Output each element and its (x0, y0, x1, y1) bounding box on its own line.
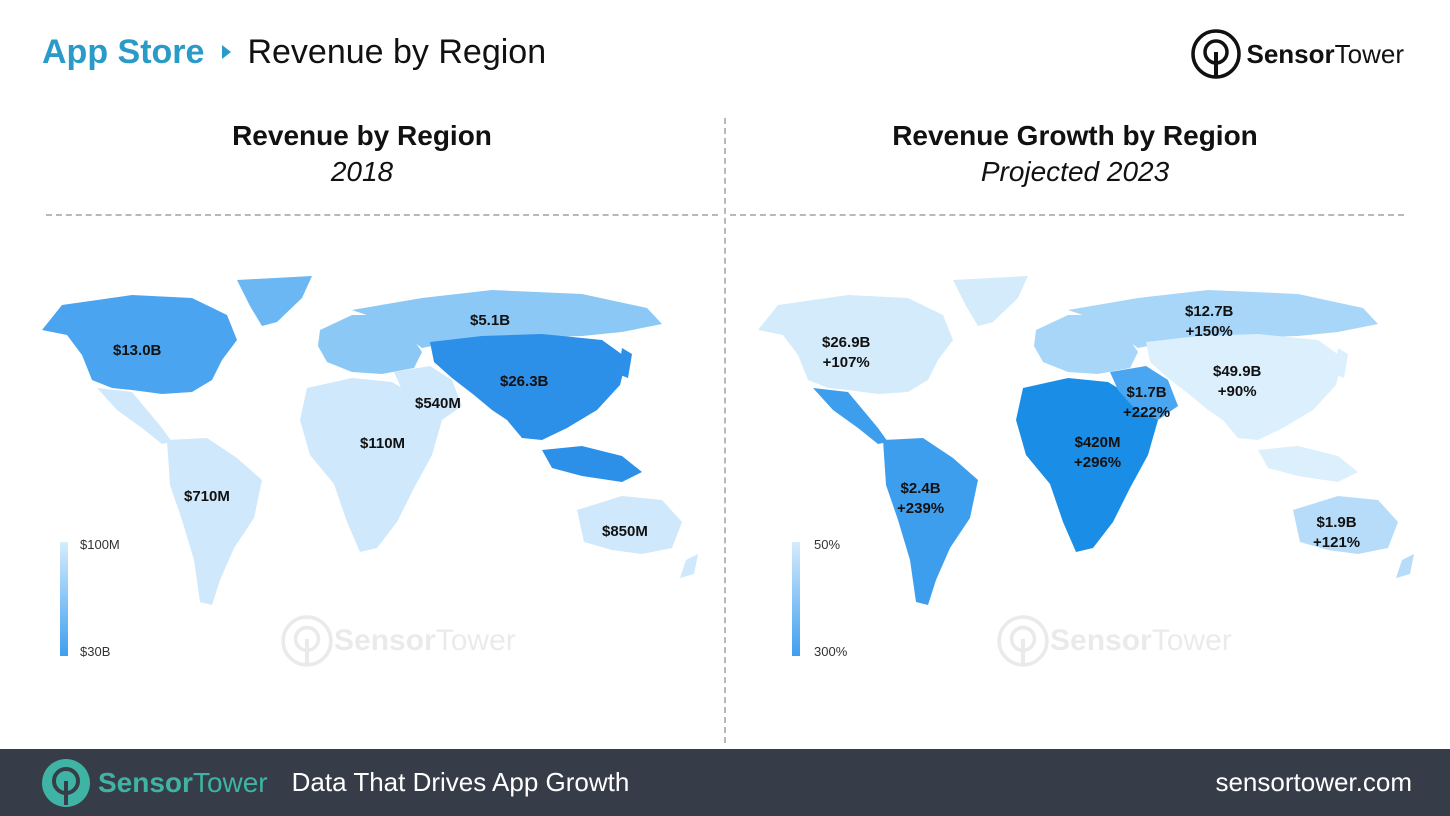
legend-max-left: $30B (80, 644, 111, 659)
breadcrumb: App Store Revenue by Region (42, 30, 546, 74)
breadcrumb-root[interactable]: App Store (42, 32, 205, 71)
sensortower-watermark-icon (281, 615, 333, 667)
growth: +121% (1313, 534, 1361, 551)
brand-name-regular: Tower (1334, 38, 1404, 69)
brand-name-bold: Sensor (1246, 38, 1335, 69)
value: $49.9B (1213, 363, 1262, 380)
watermark-left: SensorTower (280, 614, 516, 668)
value: $420M (1074, 434, 1121, 451)
growth: +296% (1074, 454, 1122, 471)
footer-tagline: Data That Drives App Growth (291, 767, 630, 797)
map-label-oceania-growth: $1.9B +121% (1313, 513, 1360, 553)
region-oceania (1293, 496, 1398, 554)
map-label-north-america-growth: $26.9B +107% (822, 333, 870, 373)
watermark-regular: Tower (435, 624, 516, 657)
map-label-asia-pacific-growth: $49.9B +90% (1213, 362, 1261, 402)
region-greenland (237, 276, 312, 326)
region-central-america (813, 388, 888, 444)
right-panel-subtitle: Projected 2023 (980, 156, 1170, 187)
growth: +222% (1123, 404, 1171, 421)
footer-brand-bold: Sensor (98, 766, 193, 798)
watermark-bold: Sensor (1050, 624, 1152, 657)
growth: +90% (1217, 383, 1257, 400)
value: $26.9B (822, 334, 871, 351)
map-label-africa: $110M (360, 435, 406, 452)
region-central-america (97, 388, 172, 444)
region-south-america (167, 438, 262, 605)
legend-min-left: $100M (80, 537, 120, 552)
brand-logo: Sensor Tower (1190, 28, 1404, 80)
watermark-text: SensorTower (1050, 624, 1232, 658)
left-panel-subtitle: 2018 (330, 156, 394, 187)
region-asia-pacific (1146, 334, 1343, 440)
region-oceania (577, 496, 682, 554)
region-greenland (953, 276, 1028, 326)
map-label-asia-pacific: $26.3B (500, 373, 549, 390)
legend-scale-left (60, 542, 68, 656)
value: $12.7B (1185, 303, 1234, 320)
right-panel-title: Revenue Growth by Region (892, 120, 1258, 151)
region-europe (1034, 315, 1138, 374)
region-russia (352, 290, 662, 348)
watermark-bold: Sensor (334, 624, 436, 657)
growth: +150% (1185, 323, 1233, 340)
map-label-south-america: $710M (184, 488, 230, 505)
map-label-russia-growth: $12.7B +150% (1185, 302, 1233, 342)
legend-min-right: 50% (814, 537, 841, 552)
value: $1.7B (1126, 384, 1167, 401)
watermark-text: SensorTower (334, 624, 516, 658)
region-middle-east (1110, 366, 1178, 420)
map-label-africa-growth: $420M +296% (1074, 433, 1121, 473)
footer-bar: Sensor Tower Data That Drives App Growth … (0, 749, 1450, 816)
map-label-north-america: $13.0B (113, 342, 162, 359)
value: $1.9B (1316, 514, 1357, 531)
region-asia-pacific (430, 334, 627, 440)
footer-url-link[interactable]: sensortower.com (1215, 767, 1412, 797)
page-title: Revenue by Region (247, 32, 547, 71)
legend-scale-right (792, 542, 800, 656)
legend-max-right: 300% (814, 644, 848, 659)
sensortower-logo-icon (1191, 29, 1242, 79)
value: $2.4B (900, 480, 941, 497)
region-north-america (758, 295, 953, 394)
region-south-america (883, 438, 978, 605)
watermark-regular: Tower (1151, 624, 1232, 657)
chevron-right-icon (222, 45, 232, 59)
region-africa (300, 378, 442, 552)
growth: +239% (897, 500, 945, 517)
title-divider-left (46, 214, 718, 216)
region-europe (318, 315, 422, 374)
watermark-right: SensorTower (996, 614, 1232, 668)
sensortower-watermark-icon (997, 615, 1049, 667)
region-north-america (42, 295, 237, 394)
map-label-middle-east-growth: $1.7B +222% (1123, 383, 1170, 423)
title-divider-right (730, 214, 1404, 216)
region-southeast-asia (542, 446, 642, 482)
region-southeast-asia (1258, 446, 1358, 482)
region-new-zealand (680, 554, 698, 578)
growth-map-2023 (758, 276, 1414, 605)
sensortower-footer-icon (42, 758, 90, 807)
map-label-russia: $5.1B (470, 312, 511, 329)
map-label-south-america-growth: $2.4B +239% (897, 479, 944, 519)
panel-divider (724, 118, 726, 743)
region-japan (1334, 348, 1348, 378)
revenue-map-2018 (42, 276, 698, 605)
left-panel-title: Revenue by Region (232, 120, 492, 151)
region-new-zealand (1396, 554, 1414, 578)
map-label-middle-east: $540M (415, 395, 461, 412)
footer-brand-regular: Tower (192, 766, 268, 798)
region-africa (1016, 378, 1158, 552)
map-label-oceania: $850M (602, 523, 648, 540)
growth: +107% (822, 354, 870, 371)
region-russia (1068, 290, 1378, 348)
region-japan (618, 348, 632, 378)
region-middle-east (394, 366, 462, 420)
